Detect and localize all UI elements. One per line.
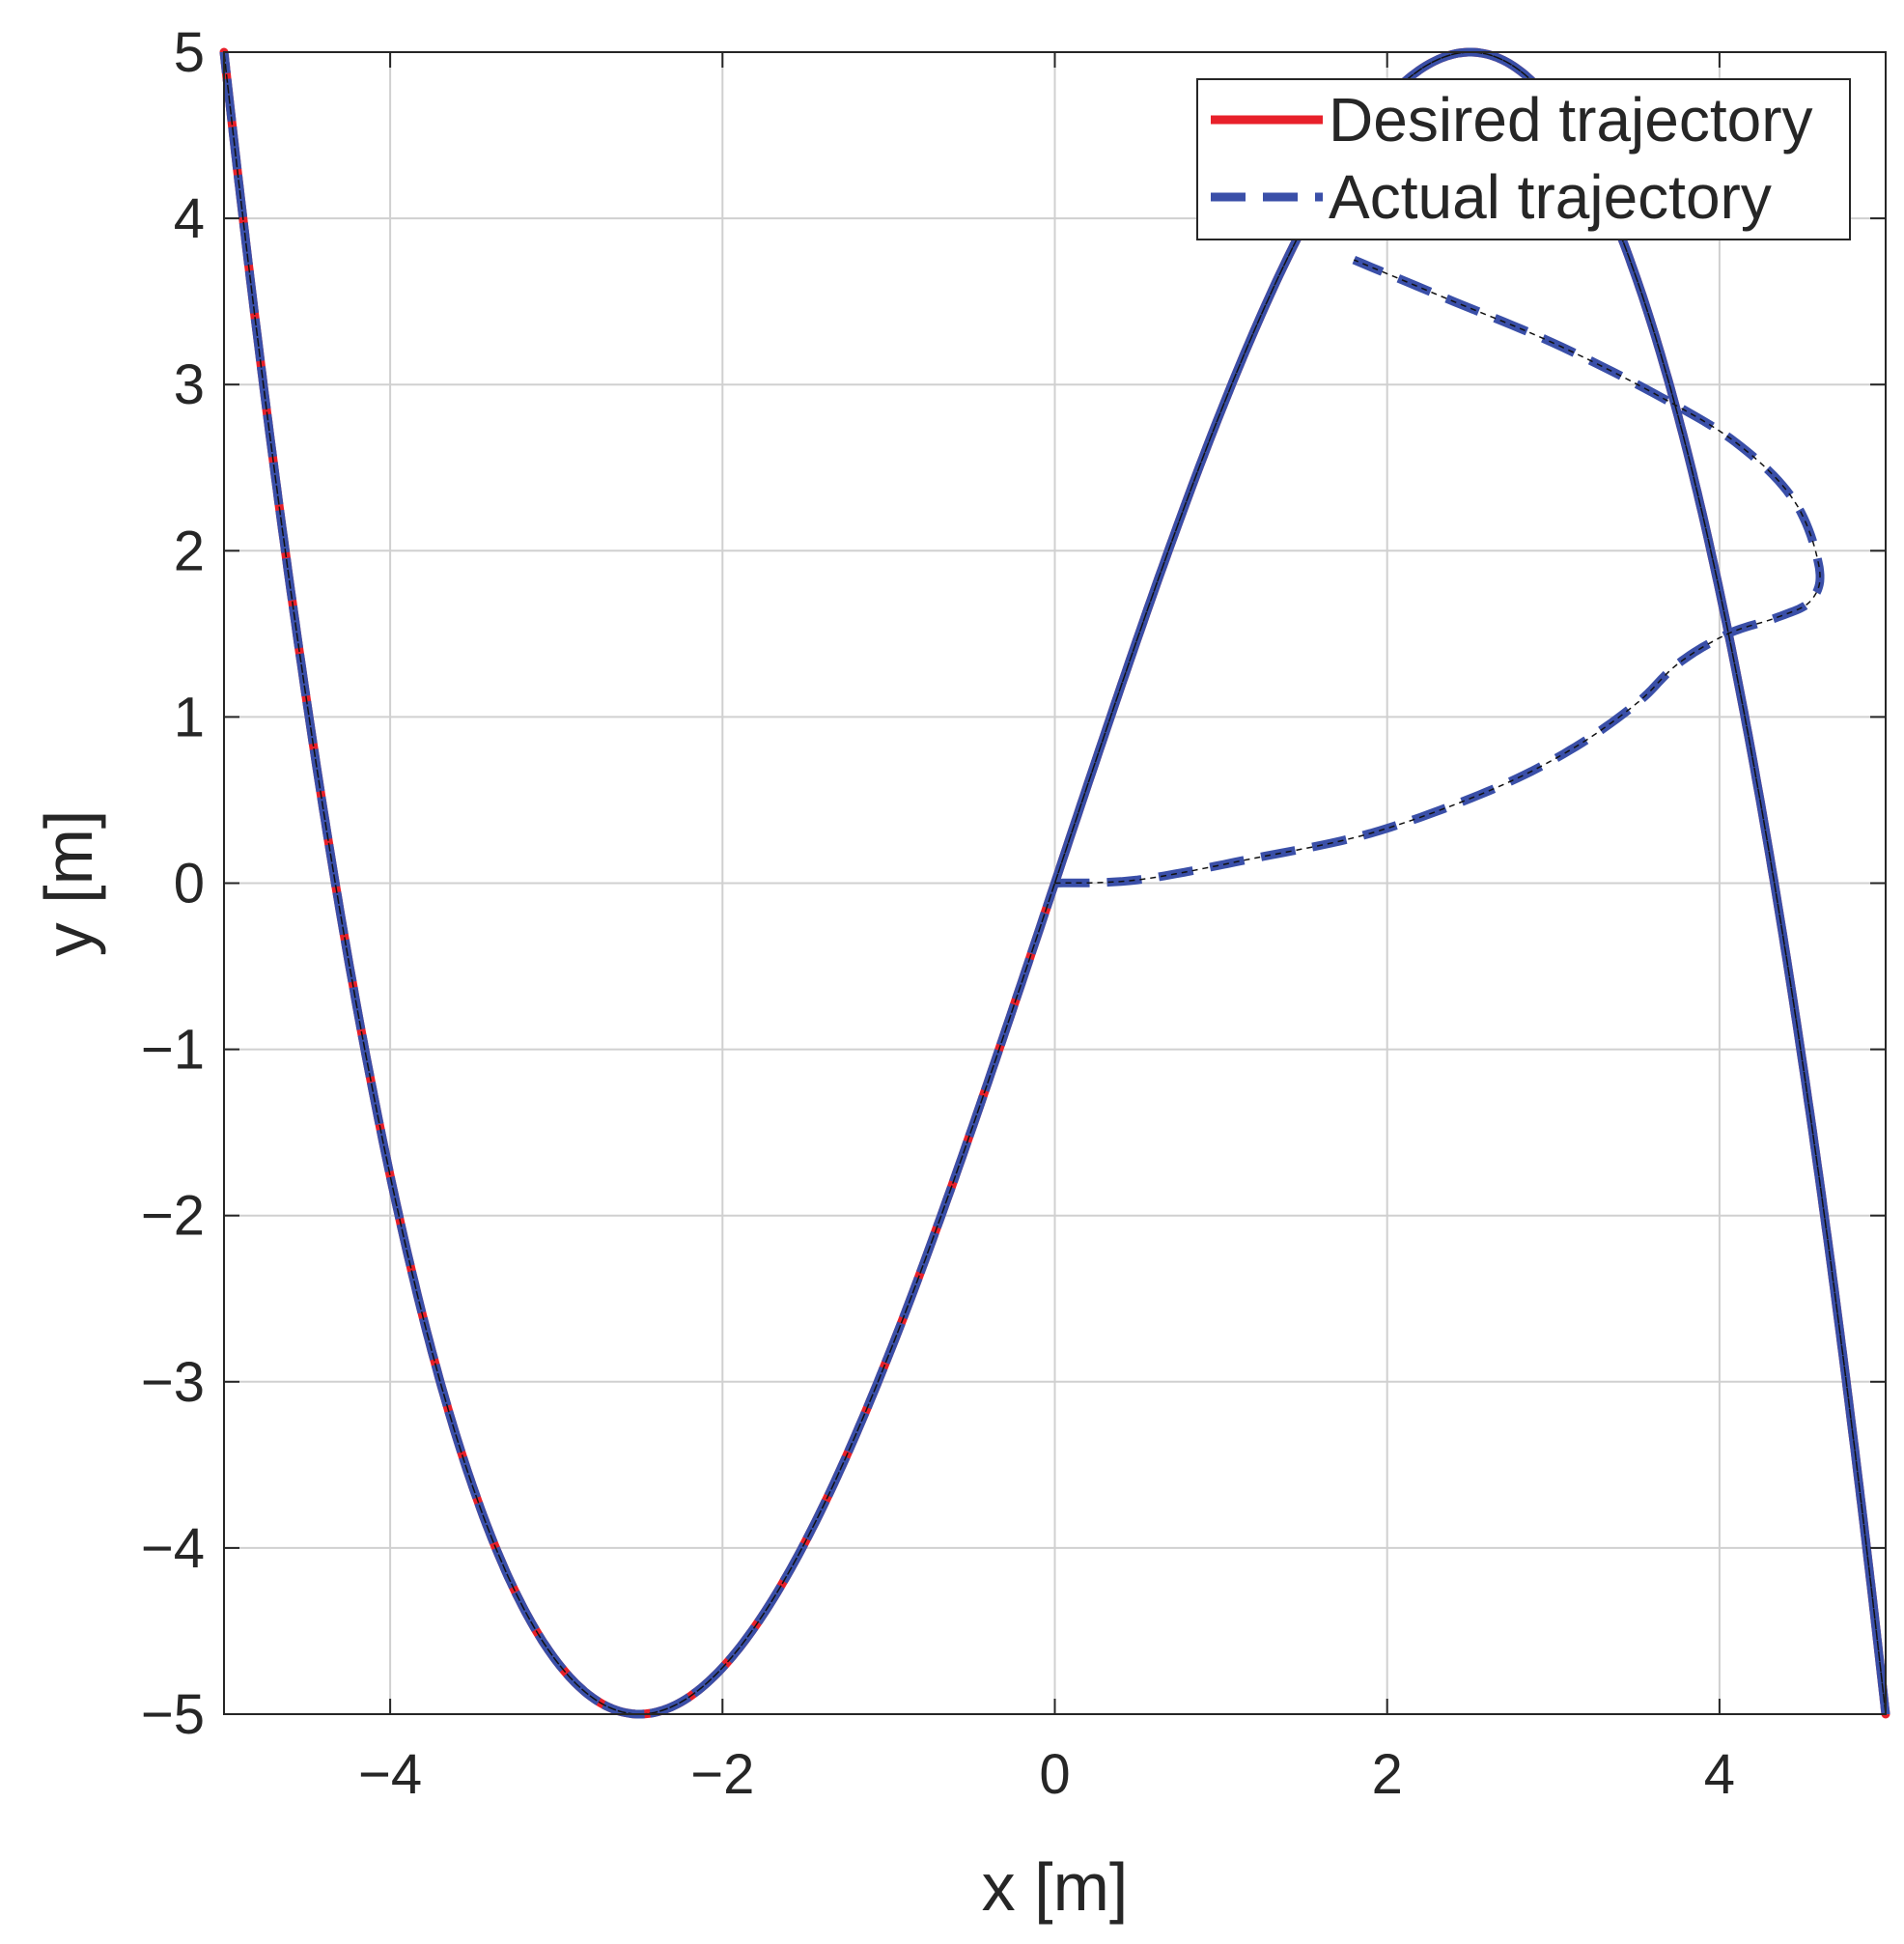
y-tick-label: −5 xyxy=(141,1683,205,1746)
x-tick-label: 0 xyxy=(1039,1743,1070,1806)
x-tick-label: −2 xyxy=(690,1743,754,1806)
y-tick-label: 1 xyxy=(174,686,205,748)
y-tick-label: 3 xyxy=(174,353,205,416)
y-tick-label: 0 xyxy=(174,853,205,916)
legend-box xyxy=(1196,78,1851,240)
series-layer xyxy=(219,47,1890,1719)
x-tick-label: 2 xyxy=(1372,1743,1403,1806)
x-tick-label: 4 xyxy=(1704,1743,1735,1806)
y-tick-label: 5 xyxy=(174,21,205,84)
y-tick-label: −3 xyxy=(141,1351,205,1414)
legend: Desired trajectory Actual trajectory xyxy=(1196,78,1851,240)
legend-label-actual: Actual trajectory xyxy=(1329,162,1772,232)
x-tick-label: −4 xyxy=(358,1743,422,1806)
y-tick-label: −2 xyxy=(141,1185,205,1248)
y-tick-label: −1 xyxy=(141,1019,205,1082)
ticks: −4 −2 0 2 4 −5 −4 −3 −2 −1 0 1 2 3 4 5 xyxy=(141,21,1886,1806)
y-tick-label: 2 xyxy=(174,520,205,582)
y-axis-label: y [m] xyxy=(31,810,106,957)
x-axis-label: x [m] xyxy=(982,1849,1129,1925)
y-tick-label: −4 xyxy=(141,1517,205,1580)
legend-label-desired: Desired trajectory xyxy=(1329,85,1813,155)
transient-thin-line xyxy=(1054,259,1821,885)
y-tick-label: 4 xyxy=(174,187,205,250)
